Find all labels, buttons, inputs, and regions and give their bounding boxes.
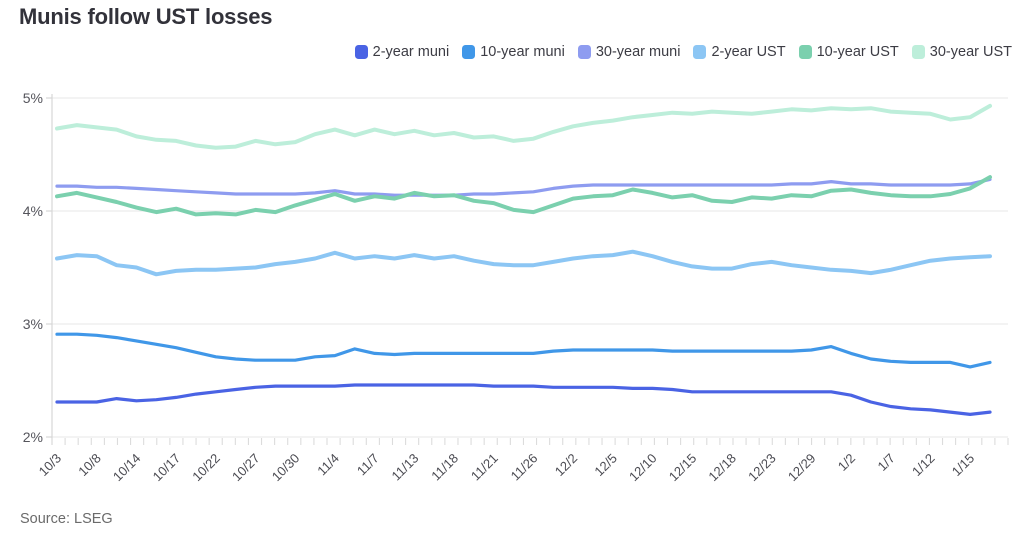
x-axis-label: 12/29 <box>785 451 819 485</box>
legend-label: 10-year UST <box>816 44 899 60</box>
x-axis-label: 1/12 <box>909 451 938 480</box>
legend-label: 2-year UST <box>711 44 786 60</box>
x-axis-label: 10/30 <box>269 451 303 485</box>
legend-item: 2-year UST <box>693 44 786 60</box>
legend-item: 10-year UST <box>798 44 899 60</box>
source-note: Source: LSEG <box>20 511 113 527</box>
x-axis-label: 11/18 <box>428 451 461 484</box>
x-axis-label: 12/23 <box>745 451 779 485</box>
legend-label: 2-year muni <box>372 44 450 60</box>
legend-item: 10-year muni <box>462 44 565 60</box>
series-line-30-year-ust <box>55 103 992 150</box>
x-axis-label: 12/2 <box>552 451 581 480</box>
legend-label: 30-year muni <box>595 44 681 60</box>
x-axis-label: 12/5 <box>591 451 620 480</box>
legend-swatch <box>798 45 812 59</box>
x-axis-label: 12/18 <box>705 451 739 485</box>
legend-swatch <box>693 45 707 59</box>
legend-item: 30-year muni <box>577 44 681 60</box>
y-axis-label: 5% <box>23 90 43 106</box>
x-axis-label: 10/3 <box>36 451 65 480</box>
x-axis-label: 12/15 <box>666 451 700 485</box>
series-line-2-year-muni <box>55 383 992 416</box>
legend-swatch <box>462 45 476 59</box>
legend: 2-year muni 10-year muni 30-year muni 2-yea… <box>354 44 1012 60</box>
x-axis-label: 10/17 <box>150 451 184 485</box>
chart-title: Munis follow UST losses <box>19 4 273 29</box>
x-axis-label: 10/27 <box>229 451 263 485</box>
legend-swatch <box>354 45 368 59</box>
legend-item: 30-year UST <box>911 44 1012 60</box>
legend-item: 2-year muni <box>354 44 450 60</box>
y-axis-label: 2% <box>23 429 43 445</box>
series-line-10-year-muni <box>55 332 992 369</box>
x-axis-label: 1/2 <box>835 451 858 474</box>
y-axis-label: 4% <box>23 203 43 219</box>
line-chart: 5% 4% 3% 2% 10/3 10/8 10/14 10/17 10/22 10/27 10/3… <box>23 90 1009 485</box>
x-axis-label: 10/8 <box>75 451 104 480</box>
legend-label: 10-year muni <box>480 44 565 60</box>
x-axis-label: 11/13 <box>389 451 422 484</box>
x-axis-label: 12/10 <box>626 451 660 485</box>
x-axis-label: 11/7 <box>354 451 382 479</box>
x-axis-label: 11/21 <box>468 451 501 484</box>
series-line-30-year-muni <box>55 177 992 197</box>
legend-label: 30-year UST <box>929 44 1012 60</box>
x-axis-label: 1/15 <box>949 451 978 480</box>
x-axis-label: 11/4 <box>314 451 342 479</box>
x-axis-label: 1/7 <box>874 451 897 474</box>
x-axis-label: 11/26 <box>508 451 541 484</box>
x-axis-label: 10/22 <box>189 451 223 485</box>
series-line-2-year-ust <box>55 249 992 277</box>
legend-swatch <box>911 45 925 59</box>
x-axis-label: 10/14 <box>110 451 144 485</box>
legend-swatch <box>577 45 591 59</box>
series-line-10-year-ust <box>55 175 992 217</box>
y-axis-label: 3% <box>23 316 43 332</box>
